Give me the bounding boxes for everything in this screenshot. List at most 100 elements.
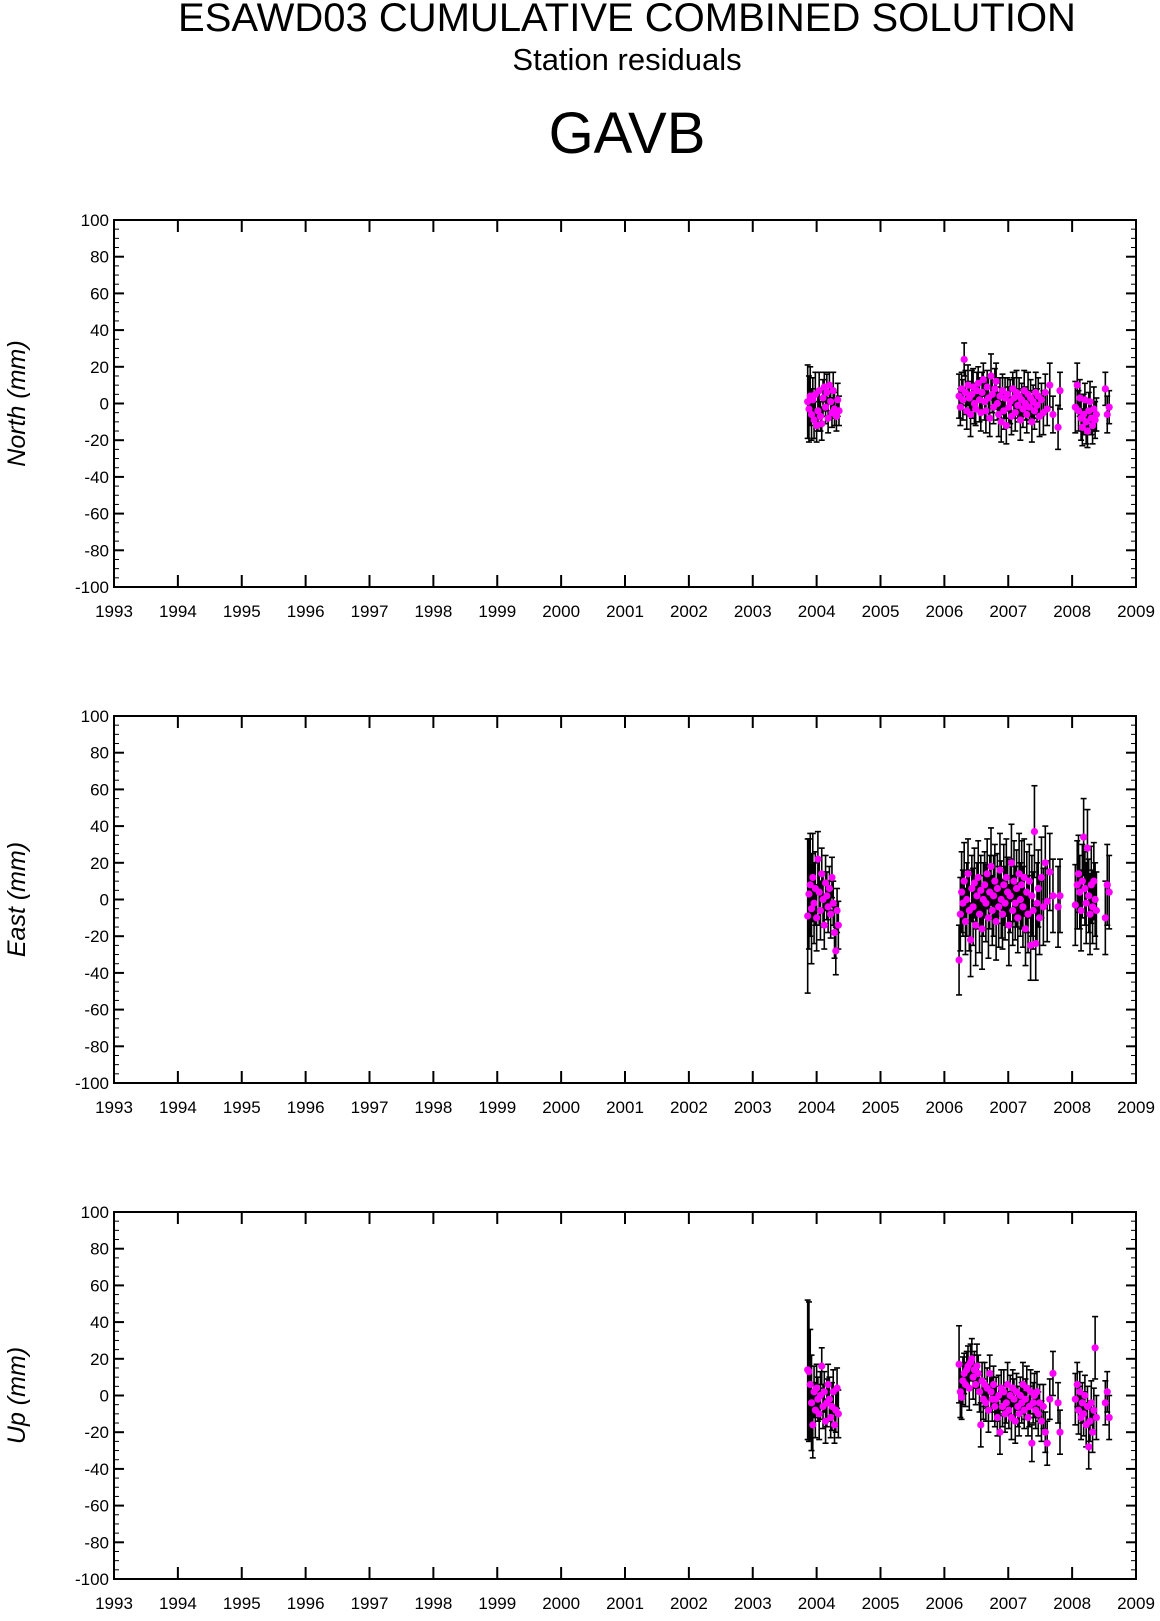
east-data-point (1049, 892, 1057, 900)
east-ylabel: East (mm) (3, 842, 31, 957)
east-data-point (1029, 906, 1037, 915)
east-data-point (1015, 870, 1023, 878)
east-xtick-label: 1997 (351, 1098, 389, 1117)
east-data-point (987, 862, 995, 871)
east-data-point (1024, 910, 1032, 918)
north-ytick-label: -100 (75, 578, 109, 597)
east-data-point (821, 879, 830, 887)
up-ytick-label: -80 (84, 1533, 109, 1552)
up-data-point (820, 1388, 828, 1396)
up-ytick-label: -100 (75, 1570, 109, 1589)
up-data-point (989, 1380, 998, 1389)
up-data-point (1076, 1388, 1084, 1396)
east-data-point (810, 899, 818, 907)
north-data-point (1074, 407, 1083, 415)
east-data-point (1041, 859, 1049, 867)
north-data-point (995, 410, 1003, 419)
up-data-point (1091, 1344, 1099, 1352)
up-data-point (1086, 1417, 1094, 1425)
north-data-point (824, 414, 832, 422)
up-errorbars (804, 1299, 1113, 1470)
up-data-point (1090, 1406, 1098, 1414)
up-data-point (987, 1388, 995, 1396)
east-xtick-label: 1995 (223, 1098, 261, 1117)
up-data-point (1049, 1369, 1057, 1378)
up-data-point (986, 1369, 994, 1378)
east-data-point (823, 892, 831, 900)
east-data-point (1025, 877, 1033, 885)
up-data-point (1054, 1399, 1062, 1407)
north-xtick-label: 2001 (606, 602, 644, 621)
up-data-point (1071, 1395, 1079, 1403)
north-ytick-label: 0 (100, 395, 109, 414)
north-data-point (998, 387, 1007, 395)
north-data-point (1056, 387, 1064, 395)
north-xtick-label: 2009 (1117, 602, 1155, 621)
east-data-point (1000, 881, 1008, 889)
east-data-point (974, 873, 982, 882)
east-xtick-label: 1996 (287, 1098, 325, 1117)
north-ytick-label: -80 (84, 541, 109, 560)
east-data-point (1030, 828, 1039, 836)
north-data-point (1105, 403, 1113, 411)
east-data-point (814, 855, 822, 863)
north-data-point (991, 385, 999, 393)
up-data-point (1078, 1399, 1086, 1407)
north-xtick-label: 2006 (925, 602, 963, 621)
up-data-point (1039, 1402, 1047, 1411)
east-data-point (809, 873, 817, 882)
north-data-point (966, 410, 975, 419)
east-data-point (1071, 901, 1079, 909)
east-xtick-label: 2006 (925, 1098, 963, 1117)
north-data-point (979, 376, 987, 384)
north-xtick-label: 2008 (1053, 602, 1091, 621)
up-data-point (834, 1410, 842, 1418)
north-data-point (982, 407, 990, 415)
up-data-point (1105, 1413, 1113, 1422)
up-data-point (1103, 1388, 1111, 1396)
east-data-point (968, 884, 976, 893)
north-data-point (1002, 421, 1010, 430)
up-data-point (993, 1413, 1001, 1422)
east-data-point (983, 870, 991, 878)
up-data-point (1092, 1413, 1100, 1422)
north-data-point (818, 420, 826, 428)
north-data-point (1046, 381, 1054, 389)
east-data-point (1091, 895, 1099, 904)
up-data-point (977, 1421, 985, 1429)
east-xtick-label: 1998 (414, 1098, 452, 1117)
east-data-point (977, 886, 985, 894)
north-data-point (823, 388, 831, 397)
up-data-point (956, 1388, 964, 1396)
north-xtick-label: 2004 (798, 602, 836, 621)
up-data-point (968, 1355, 976, 1363)
east-data-point (1046, 868, 1054, 876)
north-ytick-label: -60 (84, 505, 109, 524)
east-data-point (1021, 925, 1030, 933)
north-data-point (819, 394, 827, 402)
up-data-point (973, 1362, 981, 1370)
east-data-point (1083, 844, 1092, 852)
north-data-point (961, 388, 970, 397)
east-data-point (1078, 877, 1086, 885)
north-data-point (970, 399, 978, 408)
east-data-point (818, 870, 826, 878)
north-xtick-label: 1996 (287, 602, 325, 621)
east-data-point (1043, 897, 1051, 905)
north-data-point (810, 416, 818, 424)
east-xtick-label: 2000 (542, 1098, 580, 1117)
east-data-point (1005, 921, 1013, 929)
north-data-point (1086, 398, 1094, 406)
east-data-point (984, 914, 993, 922)
up-ytick-label: 40 (90, 1313, 109, 1332)
up-data-point (1041, 1428, 1049, 1436)
north-ytick-label: 20 (90, 358, 109, 377)
east-data-point (804, 912, 812, 920)
east-data-point (1012, 884, 1021, 893)
east-data-point (829, 899, 837, 907)
up-xtick-label: 2001 (606, 1594, 644, 1613)
up-data-point (1080, 1410, 1088, 1418)
east-data-point (991, 877, 999, 885)
up-data-point (984, 1406, 993, 1414)
north-data-point (1011, 409, 1019, 417)
